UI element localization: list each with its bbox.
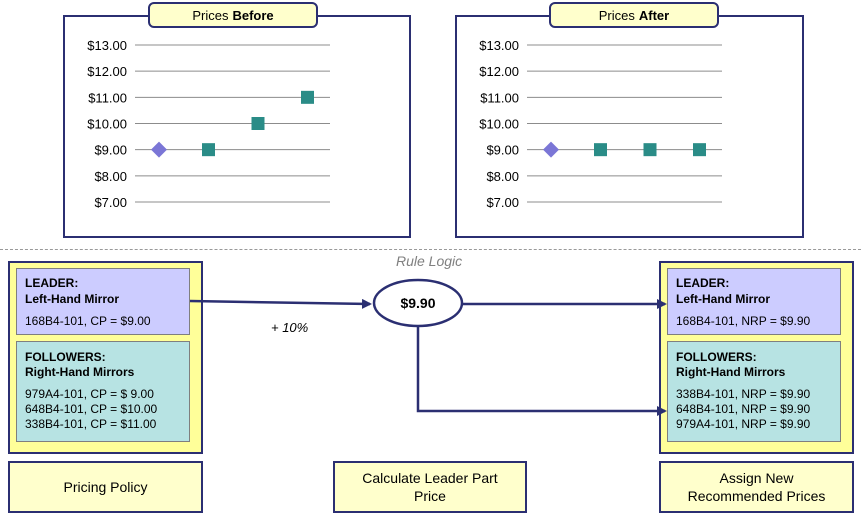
y-tick-label: $9.00	[94, 143, 127, 158]
chart-after-svg: $13.00 $12.00 $11.00 $10.00 $9.00 $8.00 $7.00	[479, 38, 722, 210]
chart-after-title-normal: Prices	[598, 7, 635, 23]
left-followers-part: Right-Hand Mirrors	[25, 365, 135, 379]
right-followers-title: FOLLOWERS:	[676, 350, 757, 364]
left-leader-part: Left-Hand Mirror	[25, 292, 119, 306]
chart-before-title-bold: Before	[232, 7, 274, 23]
chart-after-title: Prices After	[549, 2, 719, 28]
chart-before-svg: $13.00 $12.00 $11.00 $10.00 $9.00 $8.00 $7.00	[87, 38, 330, 210]
right-leader-line: 168B4-101, NRP = $9.90	[676, 314, 811, 328]
y-tick-label: $8.00	[94, 169, 127, 184]
assign-label-text: Assign New Recommended Prices	[687, 470, 826, 504]
left-leader-box: LEADER: Left-Hand Mirror 168B4-101, CP =…	[16, 268, 190, 335]
y-tick-label: $7.00	[486, 195, 519, 210]
y-tick-label: $8.00	[486, 169, 519, 184]
y-tick-label: $10.00	[479, 117, 519, 132]
follower-point	[643, 143, 657, 157]
right-leader-title: LEADER:	[676, 276, 730, 290]
y-tick-label: $11.00	[480, 90, 519, 105]
y-tick-label: $10.00	[87, 117, 127, 132]
left-follower-line: 648B4-101, CP = $10.00	[25, 402, 158, 416]
y-tick-label: $7.00	[94, 195, 127, 210]
y-tick-label: $11.00	[88, 90, 127, 105]
follower-point	[301, 90, 314, 104]
right-follower-line: 979A4-101, NRP = $9.90	[676, 417, 811, 431]
chart-before-title: Prices Before	[148, 2, 318, 28]
y-tick-label: $12.00	[87, 64, 127, 79]
calculate-label-text: Calculate Leader Part Price	[362, 470, 498, 504]
chart-after-frame: $13.00 $12.00 $11.00 $10.00 $9.00 $8.00 $7.00	[455, 15, 804, 238]
follower-point	[594, 143, 607, 157]
right-follower-line: 338B4-101, NRP = $9.90	[676, 387, 811, 401]
leader-point	[151, 141, 167, 158]
y-tick-label: $13.00	[479, 38, 519, 53]
chart-before-frame: $13.00 $12.00 $11.00 $10.00 $9.00 $8.00 $7.00	[63, 15, 411, 238]
left-follower-line: 979A4-101, CP = $ 9.00	[25, 387, 154, 401]
right-leader-box: LEADER: Left-Hand Mirror 168B4-101, NRP …	[667, 268, 841, 335]
follower-point	[693, 143, 706, 157]
follower-point	[251, 117, 265, 130]
y-tick-label: $12.00	[479, 64, 519, 79]
left-followers-title: FOLLOWERS:	[25, 350, 106, 364]
chart-after-title-bold: After	[638, 7, 670, 23]
pricing-policy-label: Pricing Policy	[8, 461, 203, 513]
section-divider	[0, 249, 861, 250]
leader-point	[543, 141, 559, 158]
left-followers-box: FOLLOWERS: Right-Hand Mirrors 979A4-101,…	[16, 341, 190, 442]
left-leader-title: LEADER:	[25, 276, 79, 290]
arrow-to-right-followers	[416, 326, 667, 416]
follower-point	[202, 143, 215, 157]
percent-label: + 10%	[271, 320, 309, 335]
right-follower-line: 648B4-101, NRP = $9.90	[676, 402, 811, 416]
rule-logic-label: Rule Logic	[396, 253, 463, 269]
arrow-to-calc	[189, 298, 372, 309]
calc-value: $9.90	[400, 295, 436, 311]
chart-before-title-normal: Prices	[192, 7, 229, 23]
left-follower-line: 338B4-101, CP = $11.00	[25, 417, 157, 431]
right-followers-part: Right-Hand Mirrors	[676, 365, 786, 379]
y-tick-label: $13.00	[87, 38, 127, 53]
right-leader-part: Left-Hand Mirror	[676, 292, 770, 306]
assign-label: Assign New Recommended Prices	[659, 461, 854, 513]
calculate-label: Calculate Leader Part Price	[333, 461, 527, 513]
right-followers-box: FOLLOWERS: Right-Hand Mirrors 338B4-101,…	[667, 341, 841, 442]
left-leader-line: 168B4-101, CP = $9.00	[25, 314, 151, 328]
y-tick-label: $9.00	[486, 143, 519, 158]
